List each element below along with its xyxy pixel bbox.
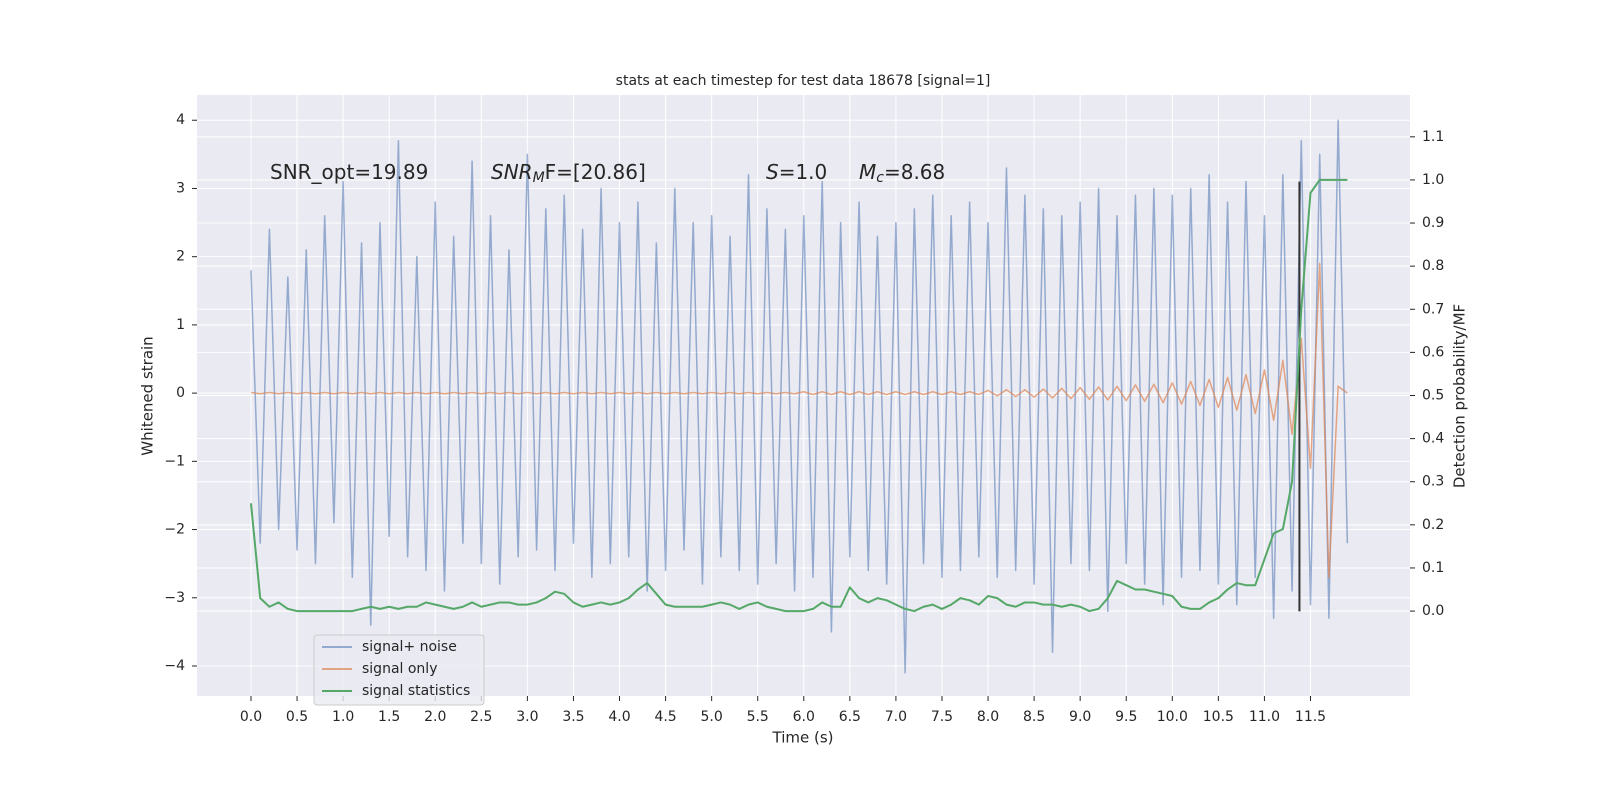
x-tick-label: 7.0 xyxy=(885,709,907,725)
y-tick-label: 1 xyxy=(176,317,185,333)
annotation: Mc=8.68 xyxy=(859,160,945,187)
legend-box xyxy=(313,634,485,706)
y2-tick-label: 0.4 xyxy=(1422,431,1444,447)
series-line xyxy=(250,119,1349,674)
x-tick-label: 6.5 xyxy=(839,709,861,725)
legend-label: signal only xyxy=(362,661,437,677)
y-tick-label: −2 xyxy=(164,522,185,538)
annotation: SNR_opt=19.89 xyxy=(270,160,428,184)
y-tick-label: 0 xyxy=(176,385,185,401)
annotation-part: M xyxy=(533,170,545,186)
x-tick-label: 0.0 xyxy=(240,709,262,725)
y-tick-label: 4 xyxy=(176,112,185,128)
series-line xyxy=(249,178,1348,613)
annotation-part: S xyxy=(766,160,779,184)
y2-tick-label: 0.3 xyxy=(1422,474,1444,490)
y2-tick-label: 1.0 xyxy=(1422,172,1444,188)
legend: signal+ noise signal only signal statistic… xyxy=(313,634,485,706)
y2-tick-label: 0.7 xyxy=(1422,301,1444,317)
y-tick-label: −3 xyxy=(164,590,185,606)
y-tick-label: 2 xyxy=(176,249,185,265)
x-tick-label: 9.5 xyxy=(1115,709,1137,725)
y2-tick-label: 0.6 xyxy=(1422,344,1444,360)
annotation: S=1.0 xyxy=(766,160,827,184)
y2-tick-label: 0.2 xyxy=(1422,517,1444,533)
y-tick-label: 3 xyxy=(176,180,185,196)
series-line xyxy=(250,262,1348,579)
y2-tick-label: 0.8 xyxy=(1422,258,1444,274)
x-tick-label: 2.0 xyxy=(424,709,446,725)
x-tick-label: 8.0 xyxy=(977,709,999,725)
marks xyxy=(249,119,1349,674)
annotation-part: =1.0 xyxy=(779,160,828,184)
y-tick-label: −1 xyxy=(164,453,185,469)
x-tick-label: 10.0 xyxy=(1157,709,1188,725)
y-axis-label: Whitened strain xyxy=(139,336,157,455)
x-tick-label: 5.0 xyxy=(701,709,723,725)
y2-tick-label: 0.0 xyxy=(1422,603,1444,619)
x-tick-label: 5.5 xyxy=(747,709,769,725)
annotation-part: =8.68 xyxy=(884,160,945,184)
annotation-part: F=[20.86] xyxy=(545,160,646,184)
y2-tick-label: 0.5 xyxy=(1422,388,1444,404)
x-tick-label: 9.0 xyxy=(1069,709,1091,725)
x-tick-label: 7.5 xyxy=(931,709,953,725)
y-tick-label: −4 xyxy=(164,658,185,674)
y2-axis-label: Detection probability/MF xyxy=(1451,304,1469,488)
x-tick-label: 0.5 xyxy=(286,709,308,725)
x-tick-label: 3.0 xyxy=(516,709,538,725)
x-tick-label: 8.5 xyxy=(1023,709,1045,725)
x-tick-label: 2.5 xyxy=(470,709,492,725)
x-tick-label: 6.0 xyxy=(793,709,815,725)
annotation: SNRMF=[20.86] xyxy=(491,160,646,187)
annotation-part: M xyxy=(859,160,876,184)
chart-title: stats at each timestep for test data 186… xyxy=(616,73,991,89)
x-tick-label: 4.0 xyxy=(608,709,630,725)
annotation-part: c xyxy=(876,170,884,186)
x-tick-label: 3.5 xyxy=(562,709,584,725)
y2-tick-label: 0.9 xyxy=(1422,215,1444,231)
x-tick-label: 11.5 xyxy=(1295,709,1326,725)
y2-tick-label: 1.1 xyxy=(1422,129,1444,145)
x-tick-label: 4.5 xyxy=(654,709,676,725)
legend-label: signal+ noise xyxy=(362,639,457,655)
annotation-part: SNR xyxy=(491,160,533,184)
legend-label: signal statistics xyxy=(362,683,470,699)
labels: 0.0 0.5 1.0 1.5 2.0 2.5 3.0 3.5 4.0 4.5 5.0 5.5 6.0 6… xyxy=(164,112,1444,725)
y2-tick-label: 0.1 xyxy=(1422,560,1444,576)
x-axis-label: Time (s) xyxy=(772,729,834,747)
x-tick-label: 1.5 xyxy=(378,709,400,725)
x-tick-label: 11.0 xyxy=(1249,709,1280,725)
x-tick-label: 1.0 xyxy=(332,709,354,725)
annotation-part: SNR_opt=19.89 xyxy=(270,160,428,184)
x-tick-label: 10.5 xyxy=(1203,709,1234,725)
